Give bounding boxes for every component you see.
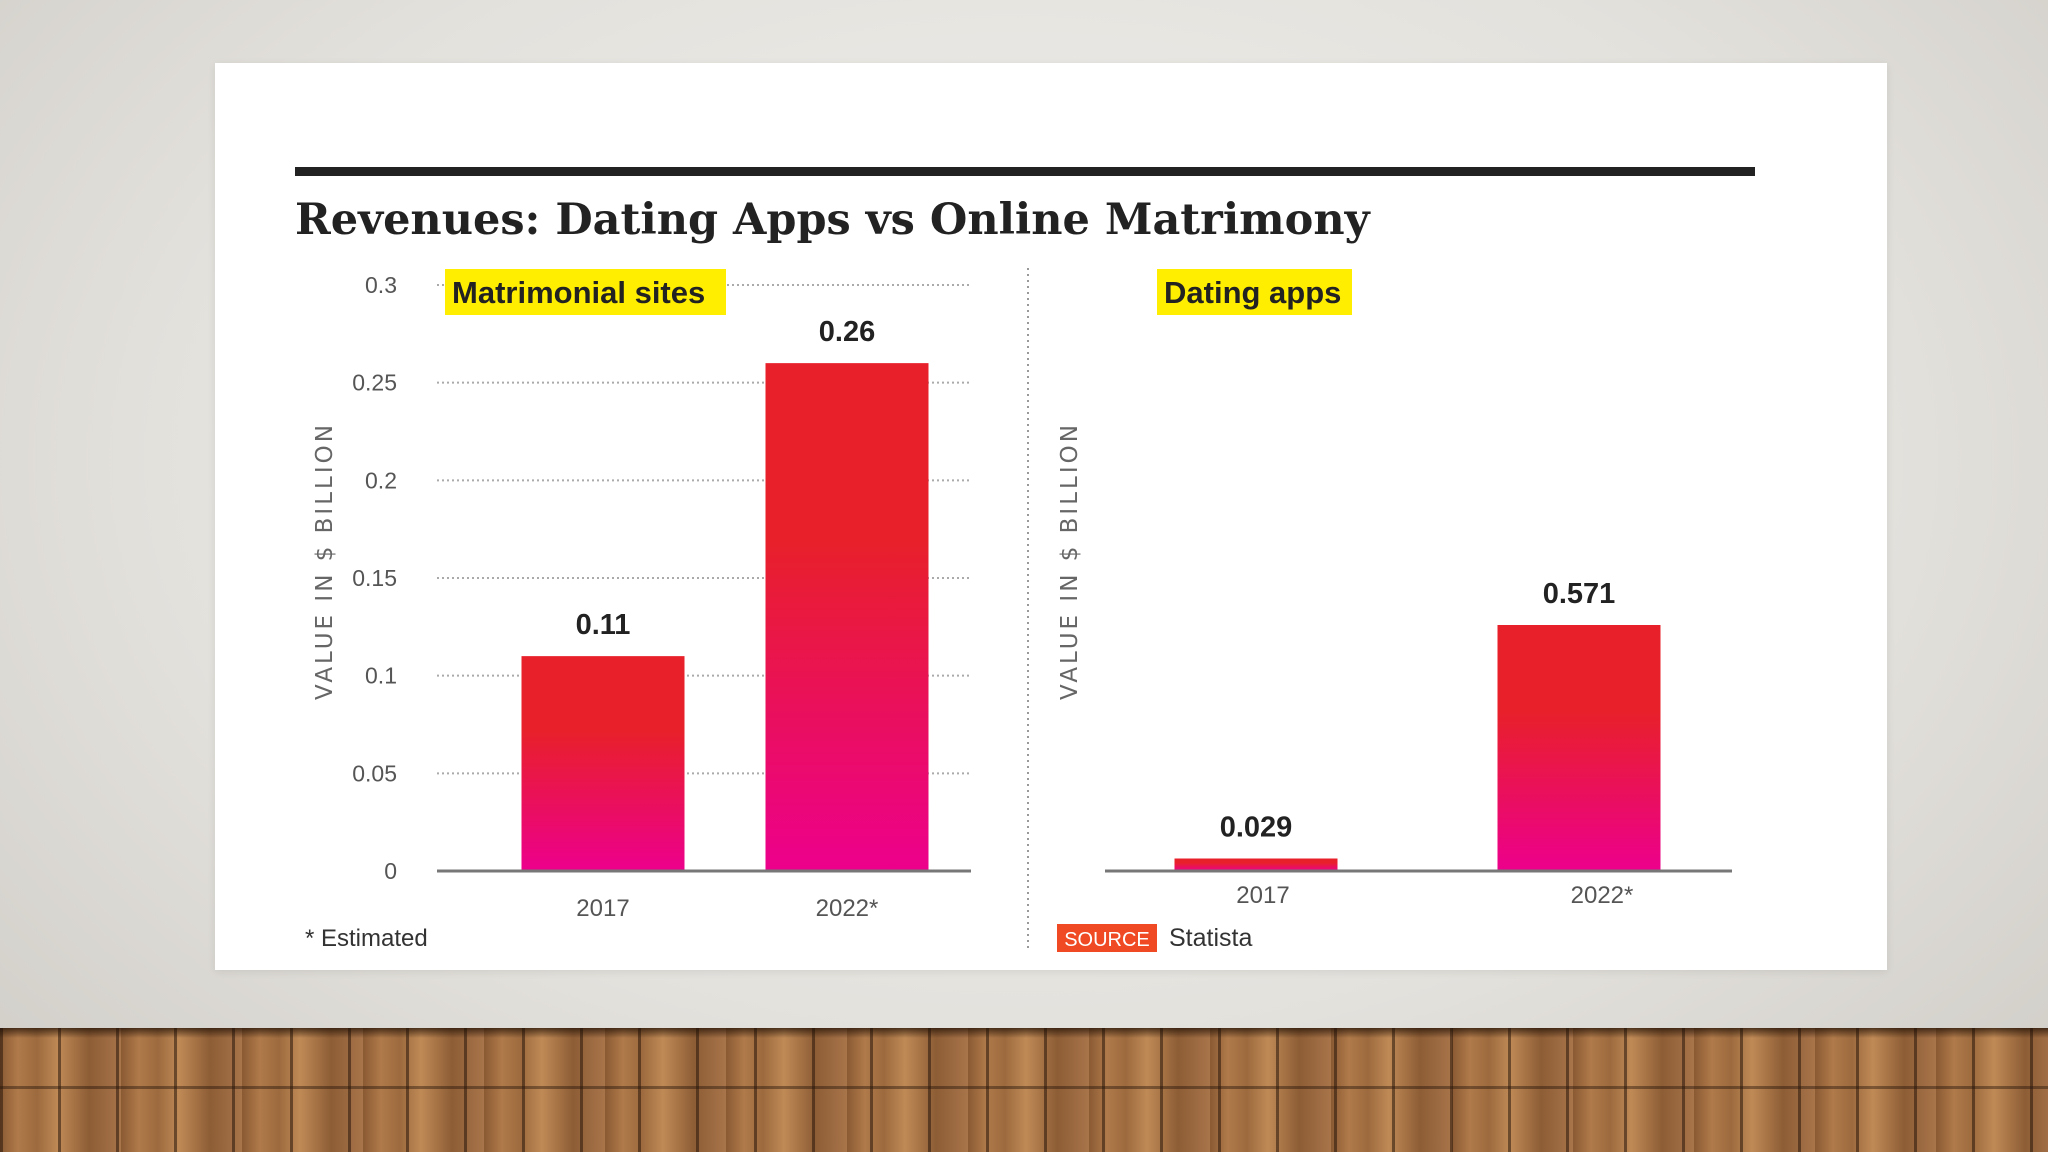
data-label: 0.571 [1543, 578, 1616, 610]
x-tick-label: 2022* [1571, 882, 1634, 909]
bar [521, 656, 685, 871]
bar [1497, 625, 1661, 871]
source-text: Statista [1169, 924, 1252, 952]
data-label: 0.029 [1220, 812, 1293, 844]
y-tick-label: 0.05 [352, 760, 397, 786]
right-bars: 0.029 2017 0.571 2022* [1174, 578, 1661, 909]
title-rule [295, 167, 1755, 176]
left-y-ticks: 0 0.05 0.1 0.15 0.2 0.25 0.3 [352, 272, 397, 884]
chart-title: Revenues: Dating Apps vs Online Matrimon… [295, 195, 1372, 245]
dating-panel-label: Dating apps [1164, 275, 1341, 310]
y-tick-label: 0 [384, 858, 397, 884]
source-badge [1057, 924, 1157, 952]
footnote: * Estimated [305, 925, 428, 952]
chart-figure: Revenues: Dating Apps vs Online Matrimon… [295, 167, 1755, 952]
x-tick-label: 2022* [816, 895, 879, 922]
y-tick-label: 0.3 [365, 272, 397, 298]
data-label: 0.11 [576, 609, 631, 641]
matrimonial-label-highlight [445, 269, 726, 315]
dating-label-highlight [1157, 269, 1352, 315]
y-tick-label: 0.1 [365, 663, 397, 689]
left-bars: 0.11 2017 0.26 2022* [521, 316, 929, 922]
dating-panel: VALUE IN $ BILLION Dating apps 0.029 2017… [1057, 269, 1732, 952]
bar [765, 363, 929, 871]
y-tick-label: 0.15 [352, 565, 397, 591]
data-label: 0.26 [819, 316, 875, 348]
wood-floor [0, 1028, 2048, 1152]
chart-card: Revenues: Dating Apps vs Online Matrimon… [215, 63, 1887, 970]
x-tick-label: 2017 [576, 895, 629, 922]
y-tick-label: 0.25 [352, 370, 397, 396]
bar [1174, 858, 1338, 871]
y-tick-label: 0.2 [365, 467, 397, 493]
left-y-axis-label: VALUE IN $ BILLION [312, 422, 338, 700]
x-tick-label: 2017 [1236, 882, 1289, 909]
matrimonial-panel: 0 0.05 0.1 0.15 0.2 0.25 0.3 VALUE IN $ BILLIO… [305, 269, 971, 952]
matrimonial-panel-label: Matrimonial sites [452, 275, 705, 310]
source-badge-text: SOURCE [1064, 929, 1150, 951]
right-y-axis-label: VALUE IN $ BILLION [1057, 422, 1083, 700]
